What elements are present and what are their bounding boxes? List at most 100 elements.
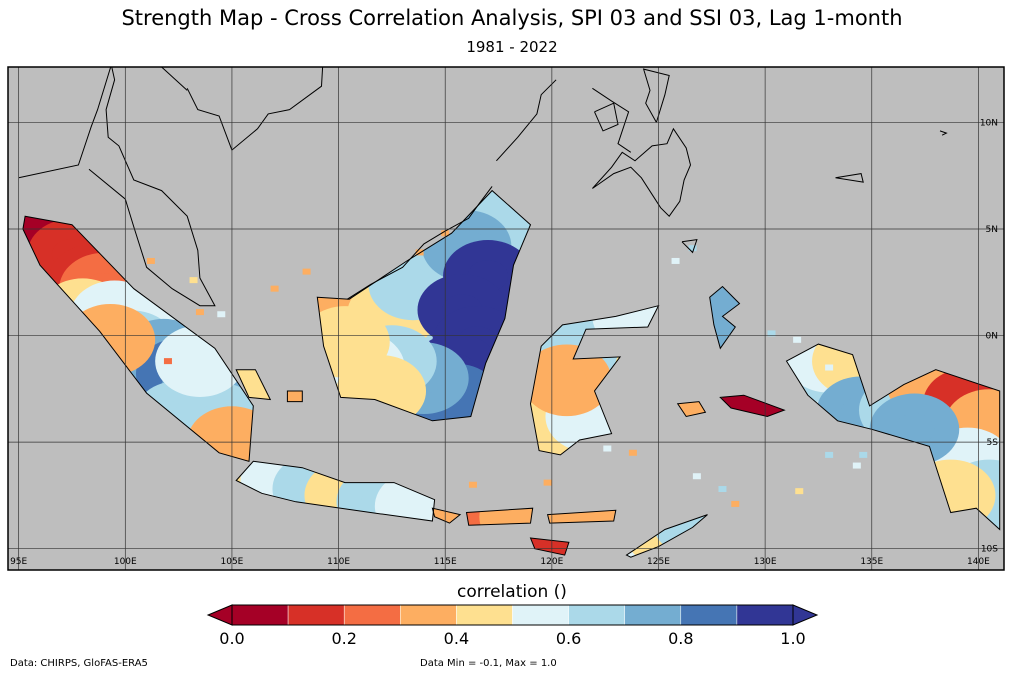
- longitude-tick-label: 100E: [114, 557, 137, 567]
- latitude-labels: 10N 5N 0N 5S 10S: [980, 118, 998, 554]
- coastline-outline: [529, 304, 660, 456]
- coastline-outline: [709, 285, 741, 350]
- coastline-line: [496, 79, 557, 162]
- correlation-speck: [795, 488, 804, 495]
- coastline-outline: [22, 215, 254, 462]
- colorbar-swatch: [343, 604, 401, 626]
- correlation-cell-core: [399, 490, 435, 521]
- coastline-line: [18, 67, 188, 179]
- correlation-speck: [825, 451, 834, 458]
- coastline-outline: [316, 189, 532, 422]
- correlation-cell-core: [179, 345, 221, 377]
- correlation-speck: [163, 358, 172, 365]
- correlation-speck: [859, 451, 868, 458]
- correlation-speck: [189, 277, 198, 284]
- correlation-cell-core: [546, 364, 587, 396]
- correlation-speck: [415, 249, 424, 256]
- correlation-speck: [195, 309, 204, 316]
- colorbar-tick-label: 0.0: [219, 629, 244, 648]
- correlation-cell-core: [287, 391, 303, 402]
- colorbar: 0.0 0.2 0.4 0.6 0.8 1.0: [206, 604, 819, 648]
- colorbar-swatch: [736, 604, 794, 626]
- correlation-speck: [270, 285, 279, 292]
- latitude-tick-label: 0N: [986, 332, 998, 342]
- coastline-outline: [529, 537, 570, 556]
- longitude-tick-label: 140E: [967, 557, 990, 567]
- coastline-outline: [286, 390, 303, 403]
- coastline-line: [835, 173, 864, 183]
- longitude-tick-label: 110E: [327, 557, 350, 567]
- correlation-speck: [793, 336, 802, 343]
- correlation-speck: [767, 330, 776, 337]
- correlation-speck: [852, 462, 861, 469]
- colorbar-over-arrow: [792, 604, 819, 626]
- data-source-note: Data: CHIRPS, GloFAS-ERA5: [10, 658, 148, 669]
- colorbar-swatch: [400, 604, 457, 626]
- coastline-line: [558, 0, 641, 65]
- colorbar-under-arrow: [206, 604, 233, 626]
- coastline-line: [592, 87, 632, 153]
- longitude-tick-label: 115E: [434, 557, 457, 567]
- longitude-tick-label: 95E: [10, 557, 27, 567]
- graticule-layer: [8, 67, 1004, 570]
- longitude-tick-label: 125E: [647, 557, 670, 567]
- colorbar-tick-label: 1.0: [780, 629, 805, 648]
- data-range-note: Data Min = -0.1, Max = 1.0: [420, 658, 557, 669]
- coastline-outline: [625, 514, 708, 558]
- correlation-speck: [217, 311, 226, 318]
- coastline-line: [681, 238, 698, 254]
- map-subtitle: 1981 - 2022: [466, 38, 558, 56]
- colorbar-swatch: [568, 604, 625, 626]
- correlation-speck: [468, 481, 477, 488]
- correlation-cell-core: [894, 413, 935, 446]
- coastline-outline: [785, 343, 1001, 531]
- longitude-labels: 95E 100E 105E 110E 115E 120E 125E 130E 135E 140E: [10, 557, 990, 567]
- latitude-tick-label: 5S: [987, 438, 999, 448]
- coastline-line: [88, 67, 216, 307]
- correlation-speck: [302, 268, 311, 275]
- colorbar-tick-label: 0.8: [668, 629, 693, 648]
- coastline-outline: [719, 394, 786, 418]
- coastline-outline: [676, 401, 707, 418]
- longitude-tick-label: 130E: [754, 557, 777, 567]
- correlation-speck: [825, 364, 834, 371]
- region-belitung: [287, 391, 303, 402]
- colorbar-swatch: [680, 604, 738, 626]
- coastline-layer: [18, 0, 1001, 558]
- colorbar-tick-label: 0.4: [444, 629, 469, 648]
- coastline-line: [346, 186, 493, 300]
- latitude-tick-label: 10N: [980, 118, 998, 128]
- correlation-speck: [731, 500, 740, 507]
- colorbar-outline: [231, 604, 794, 626]
- coastline-line: [939, 130, 948, 136]
- correlation-speck: [718, 486, 727, 493]
- correlation-speck: [146, 257, 155, 264]
- coastline-line: [592, 127, 692, 217]
- coastline-line: [594, 102, 619, 132]
- coastline-line: [642, 68, 670, 123]
- correlation-speck: [628, 449, 637, 456]
- longitude-tick-label: 105E: [221, 557, 244, 567]
- colorbar-title: correlation (): [457, 582, 567, 602]
- colorbar-swatch: [231, 604, 289, 626]
- colorbar-tick-label: 0.6: [556, 629, 581, 648]
- colorbar-tick-label: 0.2: [331, 629, 356, 648]
- colorbar-swatch: [624, 604, 682, 626]
- coastline-outline: [235, 460, 436, 522]
- coastline-outline: [546, 509, 617, 524]
- correlation-speck: [688, 245, 697, 252]
- correlation-cell-core: [324, 326, 366, 358]
- colorbar-swatch: [512, 604, 569, 626]
- correlation-speck: [692, 473, 701, 480]
- coastline-outline: [465, 507, 534, 526]
- colorbar-swatch: [287, 604, 345, 626]
- coastline-line: [186, 67, 324, 151]
- longitude-tick-label: 135E: [860, 557, 883, 567]
- correlation-speck: [543, 479, 552, 486]
- map-title: Strength Map - Cross Correlation Analysi…: [121, 6, 903, 30]
- correlation-speck: [671, 257, 680, 264]
- correlation-speck: [603, 445, 612, 452]
- latitude-tick-label: 10S: [981, 545, 998, 555]
- coastline-outline: [431, 507, 462, 524]
